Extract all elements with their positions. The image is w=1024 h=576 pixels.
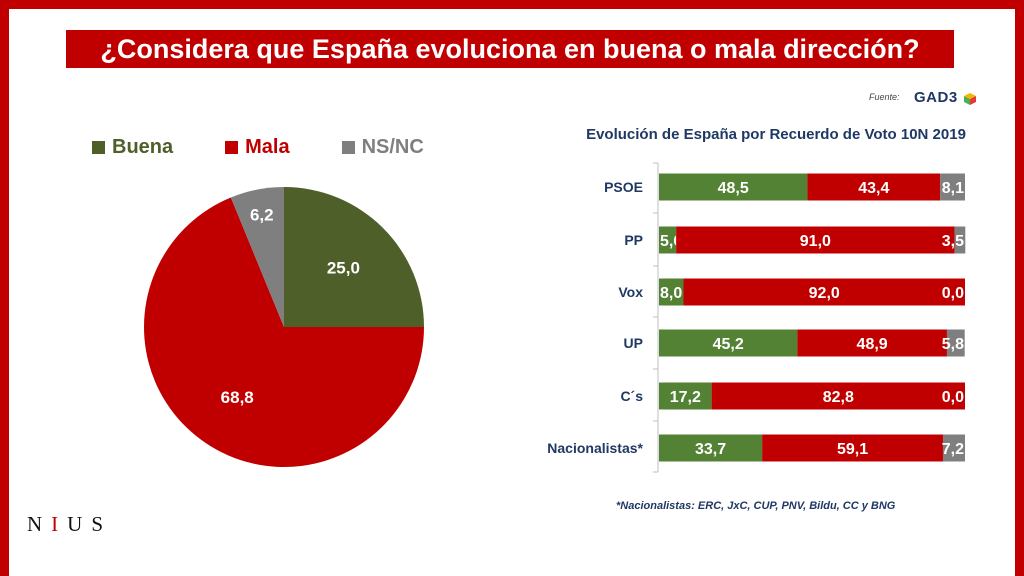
legend-item-mala: Mala xyxy=(225,136,290,159)
pie-label-buena: 25,0 xyxy=(327,259,360,278)
legend-item-nsnc: NS/NC xyxy=(341,136,424,159)
bar-segment-psoe-mala xyxy=(807,173,941,201)
legend-swatch-mala xyxy=(225,141,239,154)
bar-segment-vox-buena xyxy=(659,278,684,306)
bar-segment-c-s-mala xyxy=(711,382,965,410)
pie-label-mala: 68,8 xyxy=(221,388,254,407)
bar-label-c-s-buena: 17,2 xyxy=(670,389,701,406)
gad3-cube-icon xyxy=(964,93,976,105)
bar-label-nacionalistas-ns-nc: 7,2 xyxy=(942,441,964,458)
bar-label-c-s-ns-nc: 0,0 xyxy=(942,389,964,406)
legend-label-nsnc: NS/NC xyxy=(361,136,424,158)
bar-segment-pp-buena xyxy=(659,226,677,254)
bar-category-up: UP xyxy=(624,335,643,351)
page-title: ¿Considera que España evoluciona en buen… xyxy=(66,30,954,68)
legend-swatch-nsnc xyxy=(341,141,355,154)
pie-legend: Buena Mala NS/NC xyxy=(92,136,476,159)
gad3-logo: GAD3 xyxy=(914,89,958,106)
bar-category-psoe: PSOE xyxy=(604,179,643,195)
bar-label-nacionalistas-buena: 33,7 xyxy=(695,441,726,458)
pie-slice-mala xyxy=(144,197,424,467)
bar-segment-pp-mala xyxy=(676,226,955,254)
pie-slice-buena xyxy=(284,187,424,327)
bar-segment-up-mala xyxy=(797,329,947,357)
legend-swatch-buena xyxy=(92,141,105,154)
bar-label-vox-ns-nc: 0,0 xyxy=(942,285,964,302)
bar-label-nacionalistas-mala: 59,1 xyxy=(837,441,868,458)
bar-segment-up-buena xyxy=(659,329,798,357)
bar-label-up-ns-nc: 5,8 xyxy=(942,336,964,353)
pie-slice-ns-nc xyxy=(230,187,284,327)
bar-category-pp: PP xyxy=(624,232,643,248)
bar-label-c-s-mala: 82,8 xyxy=(823,389,854,406)
bar-segment-c-s-buena xyxy=(659,382,712,410)
bar-segment-nacionalistas-buena xyxy=(659,434,763,462)
bar-chart-footnote: *Nacionalistas: ERC, JxC, CUP, PNV, Bild… xyxy=(616,500,896,512)
bar-label-psoe-mala: 43,4 xyxy=(858,180,889,197)
bar-segment-psoe-ns-nc xyxy=(940,173,965,201)
pie-label-ns-nc: 6,2 xyxy=(250,205,274,224)
bar-label-up-buena: 45,2 xyxy=(713,336,744,353)
bar-category-vox: Vox xyxy=(618,284,643,300)
bar-category-c-s: C´s xyxy=(620,388,643,404)
bar-label-pp-ns-nc: 3,5 xyxy=(942,233,964,250)
bar-segment-up-ns-nc xyxy=(946,329,965,357)
bar-category-nacionalistas: Nacionalistas* xyxy=(547,440,643,456)
bar-label-psoe-ns-nc: 8,1 xyxy=(942,180,964,197)
legend-item-buena: Buena xyxy=(92,136,173,159)
bar-segment-psoe-buena xyxy=(659,173,808,201)
bar-segment-pp-ns-nc xyxy=(954,226,966,254)
bar-segment-nacionalistas-mala xyxy=(762,434,943,462)
bar-label-vox-mala: 92,0 xyxy=(809,285,840,302)
bar-label-up-mala: 48,9 xyxy=(857,336,888,353)
source-label: Fuente: xyxy=(869,92,900,102)
legend-label-buena: Buena xyxy=(112,136,174,158)
bar-chart-title: Evolución de España por Recuerdo de Voto… xyxy=(586,126,966,143)
bar-label-pp-mala: 91,0 xyxy=(800,233,831,250)
nius-logo: NIUS xyxy=(27,512,113,536)
bar-segment-nacionalistas-ns-nc xyxy=(942,434,965,462)
bar-label-psoe-buena: 48,5 xyxy=(718,180,749,197)
bar-label-vox-buena: 8,0 xyxy=(660,285,682,302)
legend-label-mala: Mala xyxy=(245,136,290,158)
bar-segment-vox-mala xyxy=(683,278,965,306)
